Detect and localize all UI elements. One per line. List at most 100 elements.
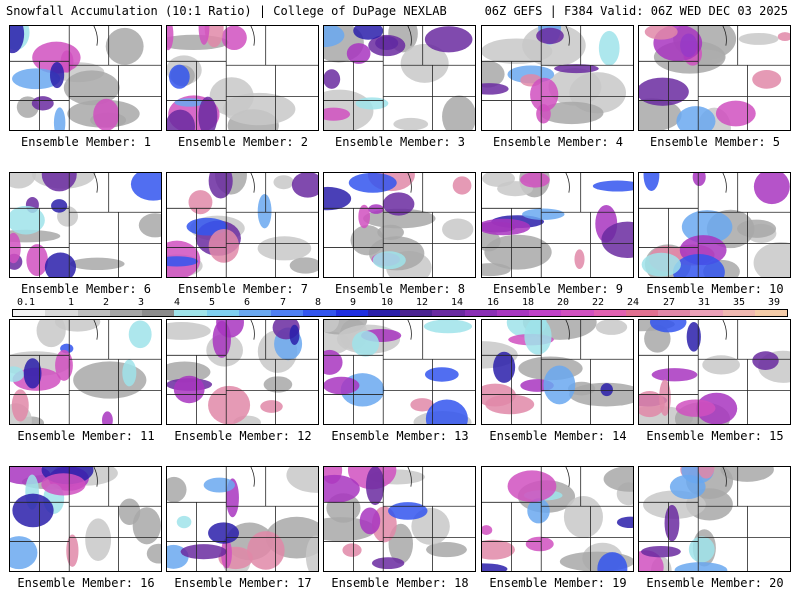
snowfall-shading — [167, 476, 187, 503]
colorbar-swatch — [206, 310, 239, 316]
ensemble-map-15 — [638, 319, 791, 425]
snowfall-shading — [363, 208, 436, 229]
snowfall-shading — [41, 173, 77, 192]
snowfall-shading — [485, 394, 535, 415]
snowfall-shading — [639, 77, 689, 106]
state-boundary — [407, 320, 412, 340]
snowfall-shading — [482, 38, 553, 64]
colorbar-swatch — [432, 310, 465, 316]
snowfall-shading — [26, 244, 48, 277]
snowfall-shading — [641, 252, 681, 277]
snowfall-shading — [601, 221, 633, 258]
ensemble-member-label: Ensemble Member: 14 — [489, 429, 627, 443]
snowfall-shading — [324, 107, 351, 121]
snowfall-shading — [692, 173, 706, 187]
snowfall-shading — [482, 563, 508, 571]
snowfall-shading — [198, 96, 218, 130]
ensemble-member-label: Ensemble Member: 11 — [17, 429, 155, 443]
state-boundary — [407, 26, 412, 46]
ensemble-member-label: Ensemble Member: 1 — [20, 135, 152, 149]
state-boundary — [565, 320, 570, 340]
snowfall-shading — [85, 518, 112, 561]
colorbar-label: 27 — [662, 297, 676, 308]
snowfall-shading — [669, 474, 706, 499]
state-boundary — [93, 467, 98, 487]
snowfall-shading — [600, 383, 613, 397]
snowfall-shading — [482, 83, 509, 95]
colorbar-label: 14 — [450, 297, 464, 308]
ensemble-map-4 — [481, 25, 634, 131]
ensemble-member-label: Ensemble Member: 10 — [646, 282, 784, 296]
ensemble-map-1 — [9, 25, 162, 131]
snowfall-shading — [168, 64, 190, 89]
snowfall-shading — [377, 224, 404, 241]
snowfall-shading — [595, 320, 628, 335]
snowfall-shading — [247, 531, 285, 570]
snowfall-shading — [738, 32, 779, 45]
snowfall-shading — [291, 173, 318, 198]
snowfall-shading — [93, 98, 120, 130]
snowfall-shading — [23, 358, 42, 389]
colorbar-swatch — [722, 310, 755, 316]
snowfall-shading — [346, 43, 371, 64]
snowfall-shading — [452, 176, 472, 195]
ensemble-member-label: Ensemble Member: 2 — [177, 135, 309, 149]
ensemble-member-label: Ensemble Member: 5 — [649, 135, 781, 149]
snowfall-shading — [482, 539, 515, 560]
snowfall-shading — [753, 241, 790, 277]
ensemble-member-label: Ensemble Member: 16 — [17, 576, 155, 590]
snowfall-shading — [273, 175, 294, 190]
ensemble-map-3 — [323, 25, 476, 131]
snowfall-shading — [204, 26, 224, 48]
colorbar-label: 22 — [591, 297, 605, 308]
colorbar-swatch — [13, 310, 46, 316]
snowfall-shading — [69, 257, 125, 271]
snowfall-shading — [753, 173, 790, 205]
snowfall-shading — [41, 473, 86, 496]
state-boundary — [565, 173, 570, 193]
ensemble-member-label: Ensemble Member: 13 — [331, 429, 469, 443]
snowfall-shading — [686, 321, 701, 352]
snowfall-shading — [659, 379, 671, 416]
snowfall-shading — [598, 30, 620, 66]
snowfall-shading — [688, 536, 715, 563]
snowfall-shading — [695, 392, 738, 424]
snowfall-shading — [12, 493, 54, 528]
ensemble-member-label: Ensemble Member: 6 — [20, 282, 152, 296]
snowfall-shading — [221, 26, 247, 51]
snowfall-shading — [342, 543, 362, 557]
snowfall-shading — [289, 257, 318, 274]
snowfall-shading — [574, 249, 585, 269]
snowfall-shading — [368, 204, 384, 214]
snowfall-shading — [603, 467, 633, 492]
colorbar-swatch — [335, 310, 368, 316]
snowfall-shading — [146, 543, 161, 564]
snowfall-shading — [676, 106, 716, 130]
snowfall-shading — [752, 351, 779, 370]
state-boundary — [407, 467, 412, 487]
ensemble-map-8 — [323, 172, 476, 278]
colorbar-label: 9 — [349, 297, 357, 308]
ensemble-map-5 — [638, 25, 791, 131]
colorbar-label: 8 — [314, 297, 322, 308]
snowfall-shading — [132, 507, 161, 545]
state-boundary — [93, 173, 98, 193]
snowfall-shading — [675, 399, 716, 417]
snowfall-shading — [720, 467, 774, 482]
snowfall-shading — [644, 26, 678, 40]
ensemble-map-9 — [481, 172, 634, 278]
snowfall-shading — [122, 359, 137, 387]
snowfall-shading — [10, 26, 25, 54]
snowfall-shading — [176, 515, 192, 529]
snowfall-shading — [167, 361, 211, 383]
colorbar-swatch — [174, 310, 207, 316]
snowfall-shading — [368, 34, 406, 57]
state-boundary — [93, 320, 98, 340]
colorbar-label: 0.1 — [16, 297, 36, 308]
ensemble-map-10 — [638, 172, 791, 278]
colorbar-label: 2 — [102, 297, 110, 308]
colorbar-swatch — [400, 310, 433, 316]
colorbar-swatch — [109, 310, 142, 316]
snowfall-shading — [324, 320, 339, 333]
snowfall-shading — [358, 204, 370, 229]
